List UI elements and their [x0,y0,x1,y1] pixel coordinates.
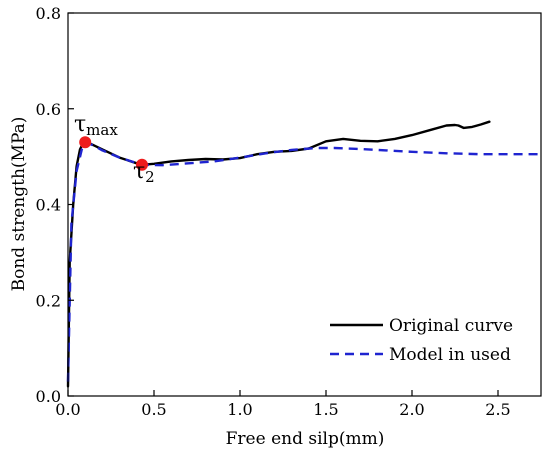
annotation-tau-2-symbol: τ [133,159,145,184]
plot-frame [67,12,542,397]
y-tick-label-4: 0.8 [36,4,61,23]
x-tick-label-0: 0.0 [55,400,80,419]
marker-tau-max [79,136,92,149]
marker-tau-2 [135,158,148,171]
ticks-layer: 0.0 0.5 1.0 1.5 2.0 2.5 0.0 0.2 0.4 0.6 0.8 [36,4,511,419]
y-tick-label-3: 0.6 [36,100,61,119]
legend: Original curve Model in used [330,316,513,365]
annotation-tau-max-symbol: τ [74,112,86,137]
legend-label-model-in-used: Model in used [389,345,511,365]
x-tick-label-5: 2.5 [485,400,510,419]
x-axis-label: Free end silp(mm) [226,429,385,449]
x-tick-label-3: 1.5 [313,400,338,419]
annotation-tau-2: τ2 [133,159,155,186]
annotation-tau-2-sub: 2 [145,168,155,186]
y-tick-label-1: 0.2 [36,291,61,310]
x-tick-label-4: 2.0 [399,400,424,419]
plot-area: 0.0 0.5 1.0 1.5 2.0 2.5 0.0 0.2 0.4 0.6 0.8 [36,4,542,419]
points-layer [79,136,148,171]
annotation-tau-max-sub: max [86,121,118,139]
y-tick-label-2: 0.4 [36,196,61,215]
x-tick-label-1: 0.5 [141,400,166,419]
annotation-tau-max: τmax [74,112,118,139]
x-tick-label-2: 1.0 [227,400,252,419]
y-tick-label-0: 0.0 [36,387,61,406]
legend-label-original-curve: Original curve [389,316,513,336]
y-axis-label: Bond strength(MPa) [9,117,29,292]
